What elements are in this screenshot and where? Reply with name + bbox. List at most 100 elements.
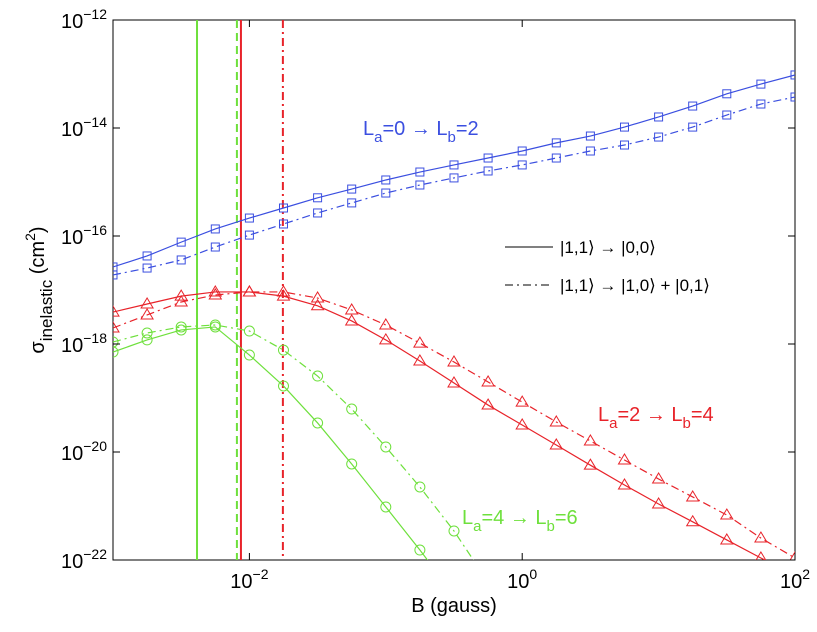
marker <box>276 289 291 301</box>
series-line <box>113 291 795 559</box>
marker <box>176 255 186 265</box>
marker <box>483 577 493 587</box>
tick-base: 10 <box>61 227 83 249</box>
y-tick-label: 10−20 <box>61 438 107 465</box>
marker <box>174 289 189 301</box>
marker <box>515 395 530 407</box>
marker <box>483 166 493 176</box>
marker <box>141 334 153 346</box>
y-label-sub: inelastic <box>37 279 56 341</box>
x-tick-label: 10−2 <box>230 566 268 593</box>
tick-base: 10 <box>61 551 83 573</box>
marker <box>481 398 495 410</box>
marker <box>243 325 255 337</box>
marker <box>789 551 795 560</box>
y-tick-label: 10−12 <box>61 6 107 33</box>
marker <box>617 478 632 490</box>
marker <box>515 418 530 430</box>
marker <box>415 180 425 190</box>
annotation: La=2 → Lb=4 <box>598 404 714 432</box>
tick-power: 0 <box>529 566 537 582</box>
annotation-sub: a <box>609 415 618 432</box>
marker <box>685 489 700 502</box>
marker <box>344 313 359 326</box>
tick-base: 10 <box>61 443 83 465</box>
tick-power: −14 <box>83 114 107 130</box>
series-line <box>113 96 795 276</box>
tick-base: 10 <box>780 571 802 593</box>
marker <box>754 531 768 543</box>
y-label-part: ) <box>27 226 49 233</box>
annotation-part: L <box>598 404 609 426</box>
tick-base: 10 <box>230 571 252 593</box>
marker <box>113 346 119 358</box>
marker <box>448 525 460 537</box>
marker <box>312 370 324 382</box>
marker <box>688 122 698 132</box>
annotation: La=4 → Lb=6 <box>462 507 578 535</box>
annotation-sub: a <box>473 518 482 535</box>
marker <box>414 544 426 556</box>
marker <box>346 458 358 470</box>
annotation-part: L <box>363 118 374 140</box>
marker <box>313 208 323 218</box>
annotation: La=0 → Lb=2 <box>363 118 479 146</box>
marker <box>140 307 154 320</box>
tick-power: −2 <box>253 566 269 582</box>
tick-power: −20 <box>83 438 107 454</box>
series-line <box>113 291 767 560</box>
marker <box>243 349 255 361</box>
marker <box>617 453 632 465</box>
tick-base: 10 <box>61 119 83 141</box>
marker <box>277 380 289 392</box>
marker <box>413 354 427 366</box>
marker <box>312 417 324 429</box>
marker <box>347 198 357 208</box>
tick-power: 2 <box>802 566 810 582</box>
marker <box>549 414 564 427</box>
marker <box>583 434 598 446</box>
y-tick-label: 10−22 <box>61 546 107 573</box>
marker <box>242 284 257 297</box>
annotation-part: =2 → L <box>617 404 682 426</box>
marker <box>313 193 323 203</box>
marker <box>756 79 766 89</box>
annotation-part: =0 → L <box>382 118 447 140</box>
annotation-sub: b <box>448 129 456 146</box>
tick-power: −16 <box>83 222 107 238</box>
series-line <box>113 74 795 268</box>
marker <box>517 146 527 156</box>
x-tick-label: 100 <box>507 566 537 593</box>
marker <box>175 324 187 336</box>
marker <box>277 344 289 356</box>
marker <box>619 122 629 132</box>
annotation-part: =4 <box>691 404 714 426</box>
marker <box>585 131 595 141</box>
marker <box>481 375 495 387</box>
marker <box>347 184 357 194</box>
marker <box>414 481 426 493</box>
marker <box>310 298 325 311</box>
marker <box>113 262 118 272</box>
marker <box>447 355 461 367</box>
marker <box>755 551 767 560</box>
marker <box>413 336 427 348</box>
y-axis-label: σinelastic (cm2) <box>22 226 56 353</box>
annotation-part: =2 <box>456 118 479 140</box>
tick-power: −22 <box>83 546 107 562</box>
annotation-sub: b <box>547 518 555 535</box>
marker <box>381 175 391 185</box>
marker <box>244 213 254 223</box>
marker <box>346 403 358 415</box>
marker <box>278 203 288 213</box>
marker <box>719 508 734 520</box>
plot-frame <box>112 19 796 561</box>
series-line <box>113 326 429 560</box>
annotation-sub: a <box>374 129 383 146</box>
marker <box>278 219 288 229</box>
marker <box>378 332 393 345</box>
marker <box>583 458 598 470</box>
marker <box>142 251 152 261</box>
marker <box>551 153 561 163</box>
marker <box>790 92 795 102</box>
